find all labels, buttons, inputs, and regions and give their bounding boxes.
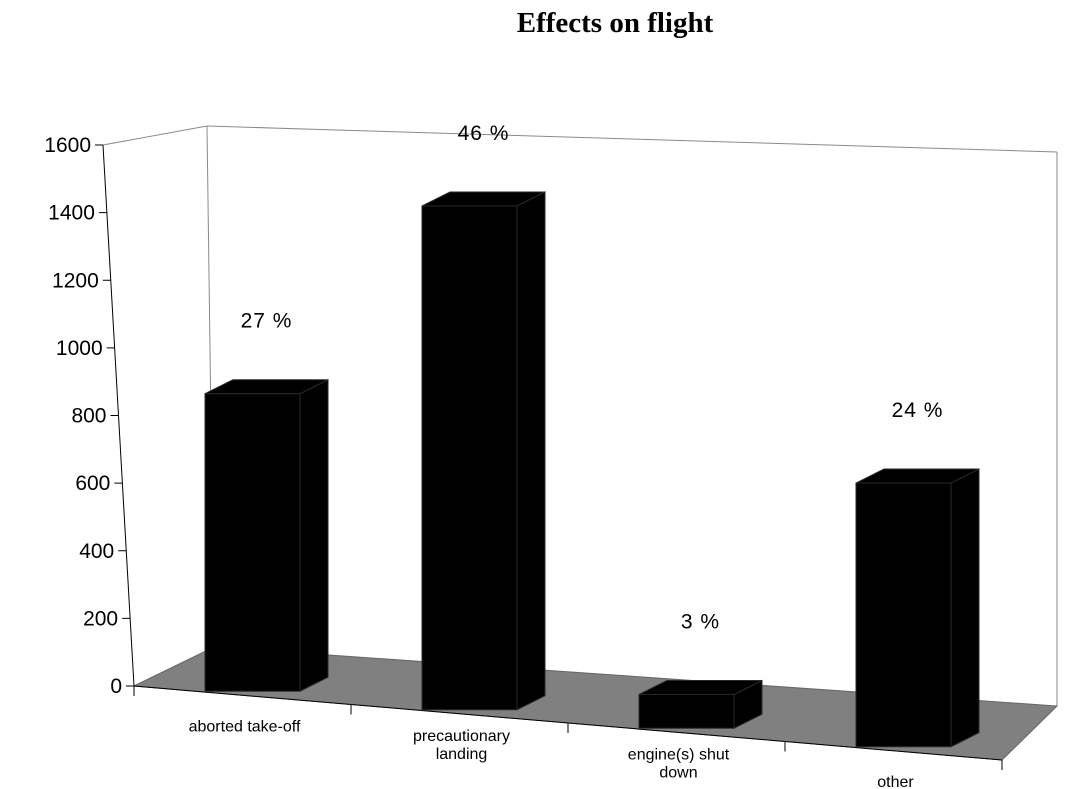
bar-front-face — [204, 393, 301, 692]
data-label: 3 % — [681, 610, 720, 633]
y-tick-label: 0 — [110, 675, 122, 698]
bar-side-face — [950, 468, 980, 748]
y-tick-label: 1400 — [48, 202, 95, 225]
side-wall-top-edge — [102, 125, 208, 146]
bar-side-face — [299, 378, 329, 693]
bar — [204, 378, 329, 693]
y-tick-label: 1200 — [52, 269, 99, 292]
y-tick-label: 600 — [75, 472, 110, 495]
y-axis: 0 200 400 600 800 1000 1200 1400 1600 — [44, 134, 135, 698]
back-wall-top-edge — [206, 125, 1058, 153]
bar — [855, 468, 980, 748]
bar — [638, 679, 763, 730]
x-tick-label: engine(s) shut down — [628, 746, 730, 781]
data-label: 46 % — [458, 122, 510, 145]
bar-front-face — [421, 205, 518, 711]
x-tick-label: precautionary landing — [413, 728, 510, 763]
data-labels: 27 % 46 % 3 % 24 % — [241, 122, 944, 633]
bar-side-face — [516, 191, 546, 711]
y-tick-label: 400 — [79, 540, 114, 563]
y-tick-label: 800 — [71, 405, 106, 428]
y-tick-label: 1600 — [44, 134, 91, 157]
chart-title: Effects on flight — [517, 7, 714, 39]
y-tick-label: 200 — [83, 607, 118, 630]
bar-front-face — [855, 482, 952, 748]
bar — [421, 191, 546, 711]
bars — [204, 191, 980, 748]
y-tick-label: 1000 — [56, 337, 103, 360]
x-tick-label: other — [877, 774, 914, 789]
x-axis: aborted take-off precautionary landing engi… — [133, 685, 1003, 789]
bar-front-face — [638, 693, 735, 729]
data-label: 27 % — [241, 310, 293, 333]
data-label: 24 % — [892, 399, 944, 422]
x-tick-label: aborted take-off — [189, 718, 301, 735]
